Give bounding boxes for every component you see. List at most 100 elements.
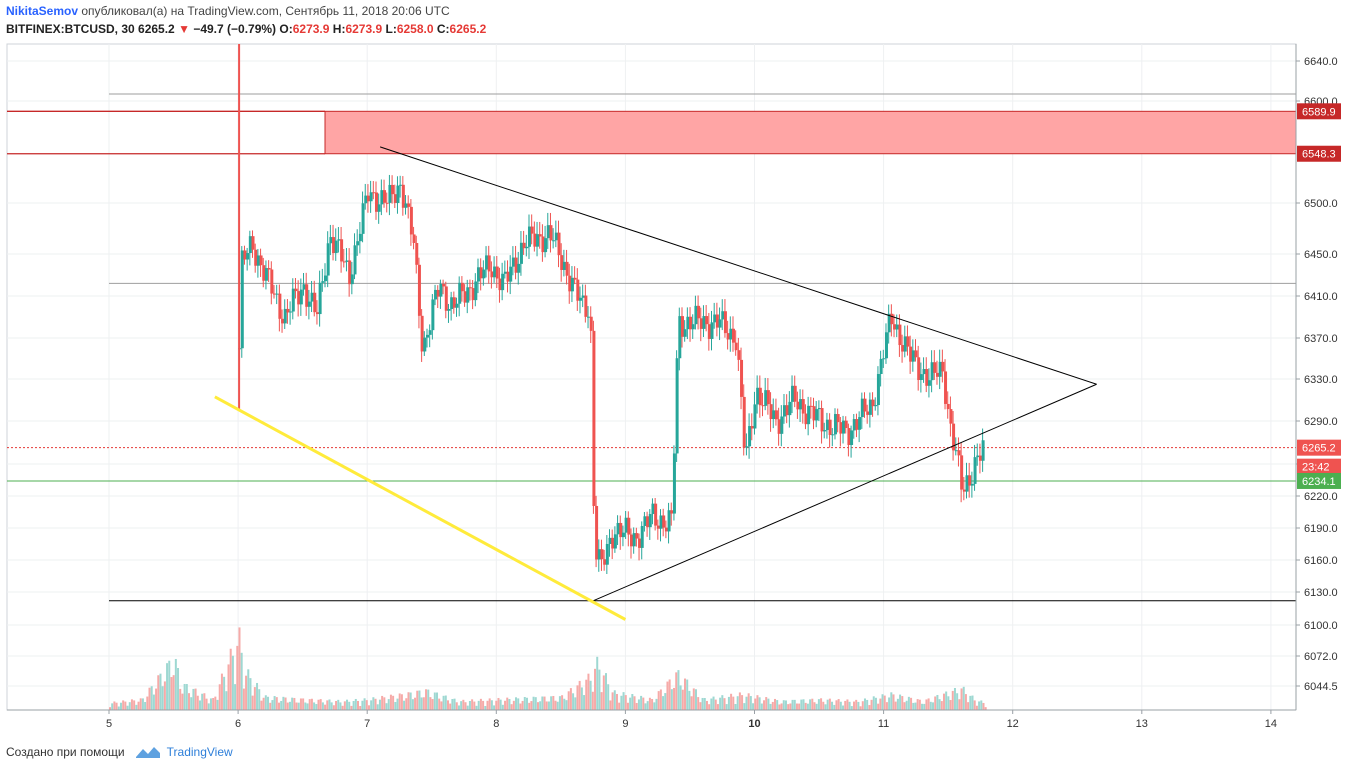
author-name[interactable]: NikitaSemov (6, 4, 79, 18)
volume-bar (721, 695, 724, 710)
volume-bar (910, 697, 913, 710)
volume-bar (179, 688, 182, 710)
candle-body (933, 362, 937, 373)
y-tick-label: 6044.5 (1304, 681, 1338, 693)
candle-body (503, 271, 507, 274)
volume-bar (907, 696, 910, 710)
open-label: O: (279, 22, 293, 36)
candle-body (825, 419, 829, 431)
volume-bar (269, 702, 272, 710)
volume-bar (594, 668, 597, 710)
volume-bar (934, 696, 937, 710)
volume-bar (635, 702, 638, 710)
volume-bar (468, 701, 471, 710)
volume-bar (802, 699, 805, 710)
volume-bar (346, 699, 349, 710)
volume-bar (850, 706, 853, 710)
volume-bar (705, 700, 708, 710)
volume-bar (890, 692, 893, 710)
candle-body (291, 288, 295, 312)
candle-body (495, 266, 499, 279)
volume-bar (640, 695, 643, 710)
volume-bar (273, 696, 276, 710)
candle-body (662, 515, 666, 528)
candle-body (839, 422, 843, 434)
volume-bar (743, 703, 746, 710)
volume-bar (225, 691, 228, 710)
volume-bar (168, 660, 171, 710)
volume-bar (574, 697, 577, 710)
candle-body (863, 398, 867, 412)
volume-bar (493, 705, 496, 710)
volume-bar (620, 695, 623, 710)
volume-bar (710, 698, 713, 710)
candle-body (742, 396, 746, 448)
volume-bar (517, 698, 520, 710)
candle-body (981, 440, 985, 461)
y-tick-label: 6100.0 (1304, 620, 1338, 632)
volume-bar (602, 675, 605, 710)
candle-body (788, 401, 792, 416)
volume-bar (892, 694, 895, 710)
volume-bar (361, 700, 364, 710)
volume-bar (973, 700, 976, 710)
candle-body (938, 361, 942, 377)
volume-bar (198, 700, 201, 710)
volume-bar (888, 697, 891, 710)
candle-body (874, 405, 878, 407)
candle-body (664, 527, 668, 532)
volume-bar (951, 690, 954, 710)
volume-bar (842, 705, 845, 710)
candle-body (530, 226, 534, 234)
candle-body (903, 336, 907, 352)
volume-bar (833, 704, 836, 710)
volume-bar (196, 695, 199, 710)
volume-bar (754, 698, 757, 710)
volume-bar (576, 685, 579, 710)
volume-bar (657, 691, 660, 710)
price-chart[interactable]: 6640.06600.06500.06450.06410.06370.06330… (0, 0, 1348, 740)
volume-bar (284, 697, 287, 710)
candle-body (463, 291, 467, 303)
candle-body (377, 204, 381, 212)
zone-bottom-label: 6548.3 (1302, 149, 1336, 161)
candle-body (391, 184, 395, 195)
volume-bar (692, 688, 695, 710)
candle-body (243, 250, 247, 260)
volume-bar (137, 701, 140, 710)
volume-bar (905, 700, 908, 710)
volume-bar (317, 699, 320, 710)
volume-bar (793, 699, 796, 710)
volume-bar (853, 701, 856, 710)
volume-bar (295, 702, 298, 710)
volume-bar (688, 690, 691, 710)
volume-bar (545, 701, 548, 710)
volume-bar (767, 698, 770, 710)
candle-body (844, 420, 848, 429)
tradingview-link[interactable]: TradingView (166, 745, 233, 759)
candle-body (643, 516, 647, 527)
countdown-label-bg (1297, 458, 1341, 475)
volume-bar (940, 701, 943, 710)
volume-bar (177, 667, 180, 710)
volume-bar (578, 680, 581, 710)
candle-body (683, 329, 687, 337)
volume-bar (668, 679, 671, 710)
volume-bar (170, 677, 173, 710)
volume-bar (190, 697, 193, 710)
candle-body (358, 233, 362, 242)
volume-bar (587, 673, 590, 710)
volume-bar (565, 700, 568, 710)
candle-body (927, 380, 931, 386)
volume-bar (299, 698, 302, 710)
candle-body (850, 430, 854, 445)
volume-bar (128, 702, 131, 710)
volume-bar (431, 699, 434, 710)
volume-bar (752, 703, 755, 710)
volume-bar (343, 701, 346, 710)
candle-body (707, 324, 711, 339)
volume-bar (583, 695, 586, 710)
volume-bar (330, 702, 333, 710)
candle-body (737, 350, 741, 360)
candle-body (460, 282, 464, 292)
